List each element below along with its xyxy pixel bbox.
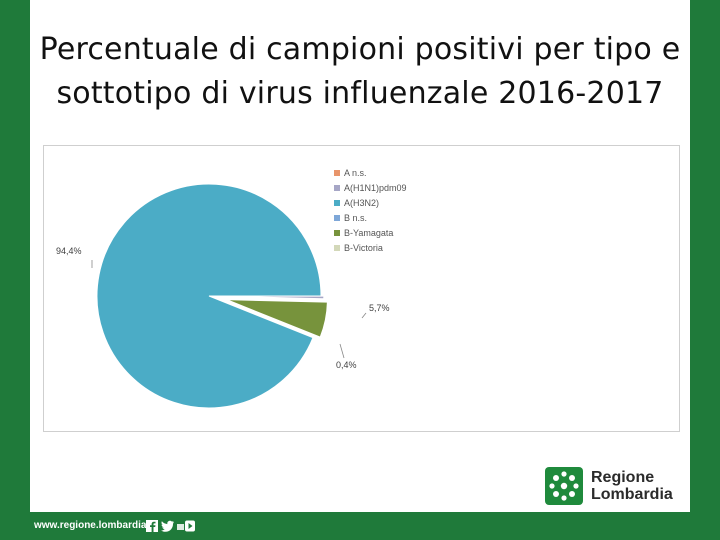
slide-canvas: Percentuale di campioni positivi per tip… [30, 0, 690, 512]
rosa-camuna-icon [545, 467, 583, 505]
legend-swatch-b-yamagata [334, 230, 340, 236]
pie-slice-a-h3n2 [96, 183, 322, 409]
leader-line-a-h1n1-pdm09 [339, 343, 345, 359]
legend-item-b-n-s: B n.s. [334, 213, 367, 223]
leader-line-b-yamagata [361, 312, 367, 319]
data-label-b-yamagata: 5,7% [369, 303, 390, 313]
legend-swatch-a-n-s [334, 170, 340, 176]
logo-line-1: Regione [591, 469, 655, 486]
pie-slice-a-h1n1-pdm09 [222, 295, 325, 300]
slide-title-line-1: Percentuale di campioni positivi per tip… [39, 32, 681, 67]
legend-label-a-h3n2: A(H3N2) [344, 198, 379, 208]
facebook-icon[interactable] [146, 520, 158, 532]
legend-item-a-n-s: A n.s. [334, 168, 367, 178]
youtube-icon[interactable] [177, 520, 195, 532]
legend-label-b-victoria: B-Victoria [344, 243, 383, 253]
legend-label-b-n-s: B n.s. [344, 213, 367, 223]
legend-swatch-a-h3n2 [334, 200, 340, 206]
legend-label-b-yamagata: B-Yamagata [344, 228, 393, 238]
data-label-a-h1n1-pdm09: 0,4% [336, 360, 357, 370]
pie-slice-b-yamagata [226, 299, 328, 338]
twitter-icon[interactable] [161, 520, 174, 532]
legend-swatch-a-h1n1-pdm09 [334, 185, 340, 191]
slide-title: Percentuale di campioni positivi per tip… [30, 28, 690, 116]
data-label-a-h3n2: 94,4% [56, 246, 82, 256]
logo-text: Regione Lombardia [591, 469, 673, 503]
footer-bar: www.regione.lombardia.it [0, 512, 720, 540]
regione-lombardia-logo: Regione Lombardia [545, 467, 675, 507]
slide-title-line-2: sottotipo di virus influenzale 2016-2017 [56, 76, 664, 111]
legend-item-a-h3n2: A(H3N2) [334, 198, 379, 208]
legend-label-a-n-s: A n.s. [344, 168, 367, 178]
legend-item-a-h1n1-pdm09: A(H1N1)pdm09 [334, 183, 407, 193]
legend-item-b-yamagata: B-Yamagata [334, 228, 393, 238]
legend-swatch-b-victoria [334, 245, 340, 251]
legend-item-b-victoria: B-Victoria [334, 243, 383, 253]
legend-label-a-h1n1-pdm09: A(H1N1)pdm09 [344, 183, 407, 193]
legend-swatch-b-n-s [334, 215, 340, 221]
pie-chart: 0,4% 94,4% 5,7% A n.s. A(H1N1)pdm09 A(H3N2) B … [56, 168, 407, 409]
chart-area: 0,4% 94,4% 5,7% A n.s. A(H1N1)pdm09 A(H3N2) B … [43, 145, 680, 432]
website-link[interactable]: www.regione.lombardia.it [34, 520, 156, 531]
logo-line-2: Lombardia [591, 486, 673, 503]
